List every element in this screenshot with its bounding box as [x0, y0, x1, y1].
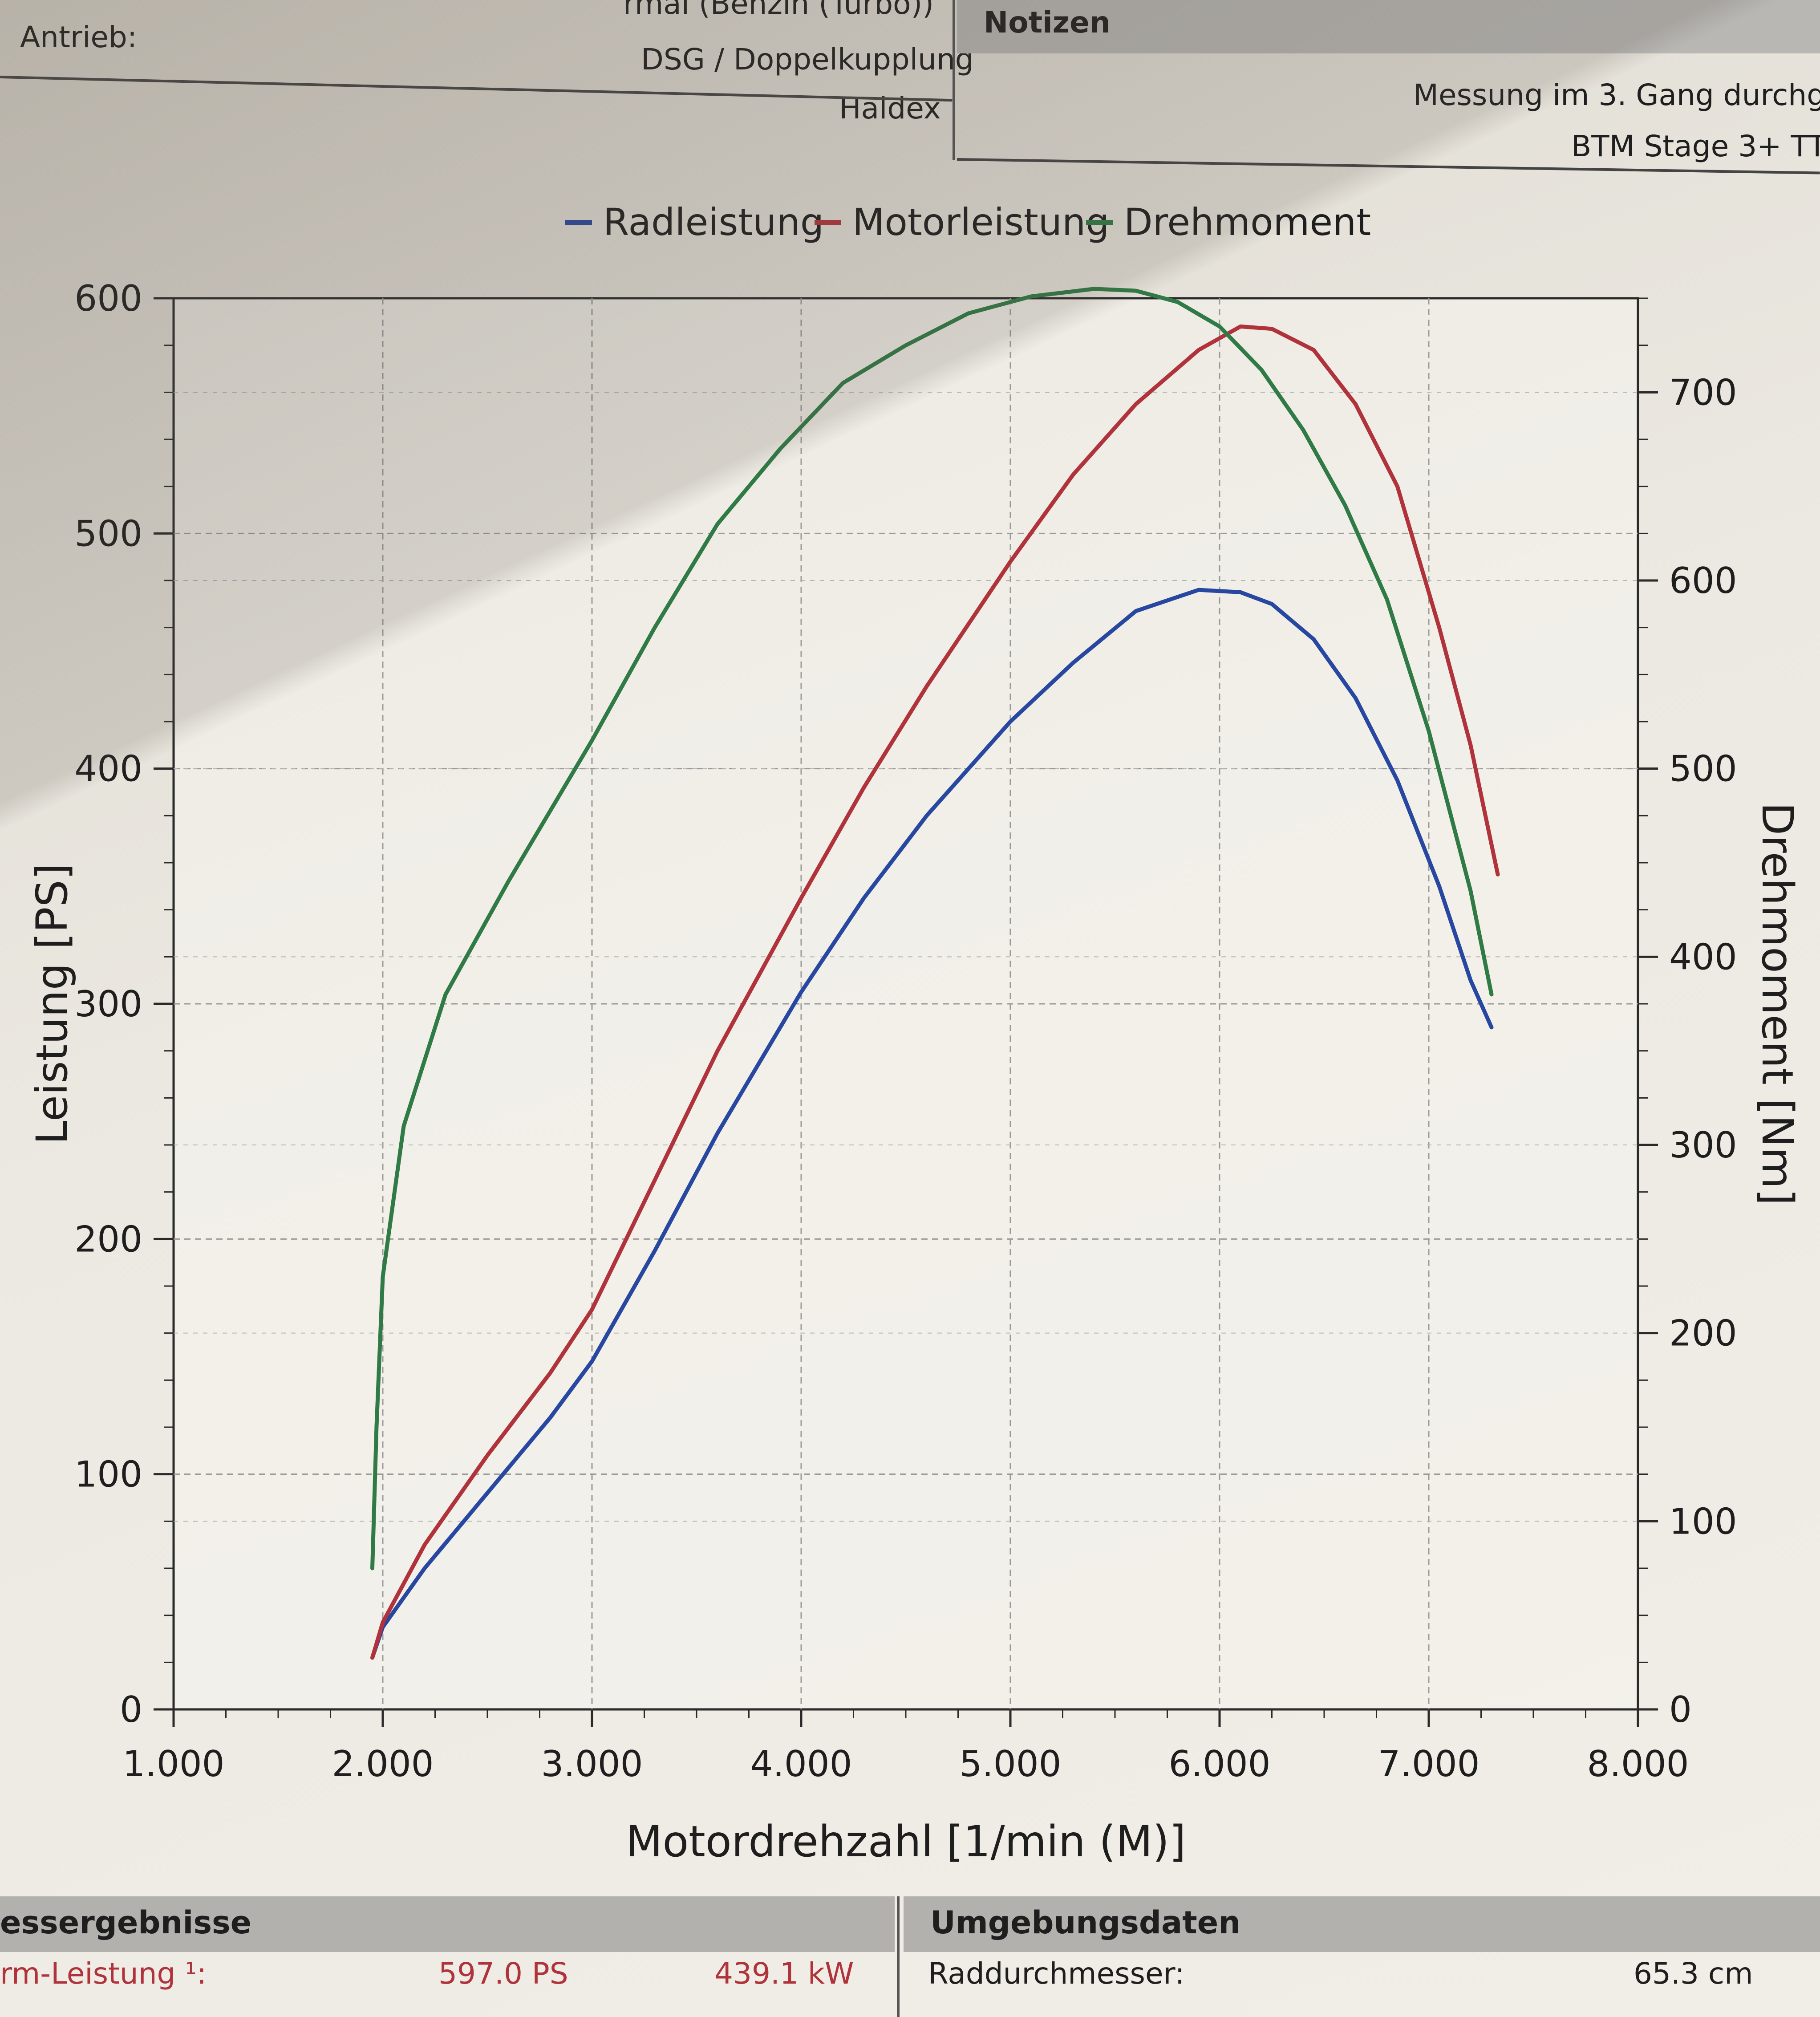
x-tick-label: 2.000	[332, 1743, 434, 1785]
grid-lines	[174, 298, 1638, 1709]
x-tick-label: 3.000	[541, 1743, 643, 1785]
results-title: essergebnisse	[0, 1904, 252, 1941]
notes-line-2: BTM Stage 3+ TTE	[1571, 129, 1820, 163]
notes-title: Notizen	[984, 5, 1111, 40]
plot-area: 1.000 2.000 3.000 4.000 5.000 6.000 7.000 8.000…	[74, 278, 1737, 1785]
legend-label-drehmoment: Drehmoment	[1124, 200, 1371, 244]
y-tick-label: 600	[74, 278, 142, 319]
results-kw-value: 439.1 kW	[714, 1956, 854, 1991]
y2-tick-label: 600	[1669, 560, 1737, 601]
environment-row-value: 65.3 cm	[1634, 1956, 1753, 1991]
environment-title: Umgebungsdaten	[930, 1904, 1241, 1941]
y-tick-label: 400	[74, 748, 142, 790]
y-axis-label: Leistung [PS]	[27, 863, 77, 1144]
legend-label-radleistung: Radleistung	[603, 200, 824, 244]
chart-legend: Radleistung Motorleistung Drehmoment	[565, 200, 1371, 244]
x-tick-label: 8.000	[1587, 1743, 1689, 1785]
x-tick-label: 1.000	[122, 1743, 224, 1785]
header-column-divider	[953, 0, 955, 160]
transmission-value: DSG / Doppelkupplung	[641, 42, 974, 77]
x-axis: 1.000 2.000 3.000 4.000 5.000 6.000 7.000 8.000	[122, 1709, 1689, 1785]
y2-tick-label: 0	[1669, 1689, 1692, 1730]
y-tick-label: 500	[74, 513, 142, 554]
drive-label: Antrieb:	[20, 20, 138, 54]
series-line-drehmoment	[370, 287, 1494, 1571]
engine-value: rmal (Benzin (Turbo))	[623, 0, 934, 21]
y-tick-label: 0	[120, 1689, 142, 1730]
series-lines	[370, 287, 1500, 1660]
vehicle-info-panel: rmal (Benzin (Turbo)) Antrieb: DSG / Dop…	[0, 0, 974, 129]
environment-title-bar: Umgebungsdaten	[904, 1896, 1820, 1952]
series-line-motorleistung	[370, 324, 1500, 1660]
x-tick-label: 4.000	[750, 1743, 852, 1785]
y-axis-right: 0 100 200 300 400 500 600 700	[1638, 297, 1737, 1730]
y2-tick-label: 400	[1669, 936, 1737, 978]
notes-line-1: Messung im 3. Gang durchgefü	[1413, 78, 1820, 112]
results-row-label: rm-Leistung ¹:	[0, 1956, 207, 1991]
y2-axis-label: Drehmoment [Nm]	[1752, 802, 1802, 1205]
results-title-bar: essergebnisse	[0, 1896, 895, 1952]
dyno-chart: Radleistung Motorleistung Drehmoment 1.000…	[27, 200, 1802, 1867]
notes-title-bar: Notizen	[957, 0, 1820, 53]
x-tick-label: 7.000	[1378, 1743, 1480, 1785]
x-axis-label: Motordrehzahl [1/min (M)]	[626, 1817, 1186, 1867]
bottom-column-divider	[897, 1896, 900, 2017]
y-tick-label: 300	[74, 983, 142, 1025]
results-ps-value: 597.0 PS	[438, 1956, 568, 1991]
y-axis-left: 0 100 200 300 400 500 600	[74, 278, 174, 1730]
y-tick-label: 100	[74, 1454, 142, 1495]
x-tick-label: 5.000	[959, 1743, 1061, 1785]
y-tick-label: 200	[74, 1218, 142, 1260]
y2-tick-label: 200	[1669, 1313, 1737, 1354]
y2-tick-label: 700	[1669, 372, 1737, 413]
x-tick-label: 6.000	[1168, 1743, 1270, 1785]
y2-tick-label: 300	[1669, 1124, 1737, 1166]
environment-row-label: Raddurchmesser:	[928, 1956, 1185, 1991]
y2-tick-label: 500	[1669, 748, 1737, 790]
legend-label-motorleistung: Motorleistung	[852, 200, 1110, 244]
y2-tick-label: 100	[1669, 1501, 1737, 1542]
series-line-radleistung	[370, 588, 1494, 1660]
